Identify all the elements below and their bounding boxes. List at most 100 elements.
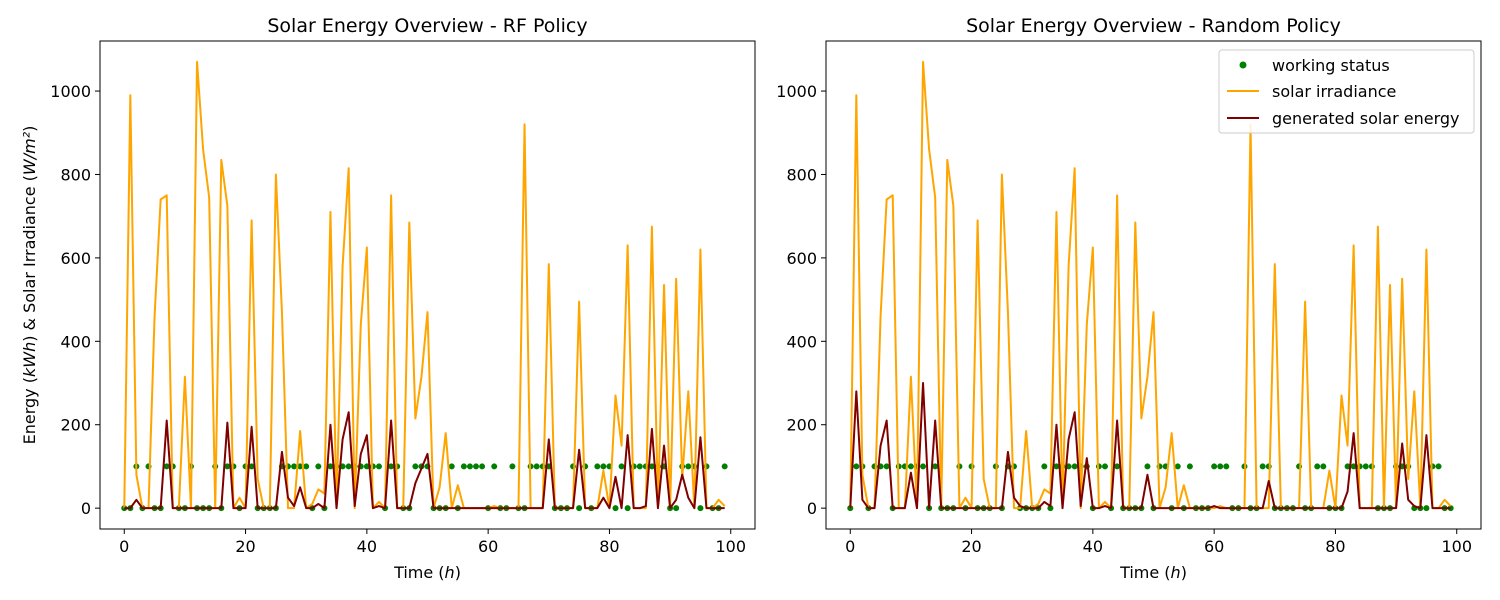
y-tick-label: 800 [60, 165, 91, 184]
status-point [853, 463, 860, 470]
solar-irradiance-line [123, 60, 726, 510]
x-axis-label: Time (h) [393, 563, 461, 582]
legend-label: solar irradiance [1272, 82, 1396, 101]
y-tick-label: 200 [60, 416, 91, 435]
axes-frame [99, 40, 756, 530]
status-point [1101, 463, 1108, 470]
chart-title: Solar Energy Overview - RF Policy [267, 15, 587, 37]
status-point [460, 463, 467, 470]
status-point [509, 463, 516, 470]
status-point [297, 463, 304, 470]
status-point [648, 463, 655, 470]
x-tick-label: 100 [1441, 537, 1472, 556]
status-point [412, 463, 419, 470]
x-tick-label: 0 [845, 537, 855, 556]
status-point [1186, 463, 1193, 470]
status-point [1435, 463, 1442, 470]
status-point [618, 463, 625, 470]
x-tick-label: 60 [478, 537, 498, 556]
status-point [388, 463, 395, 470]
status-point [1211, 463, 1218, 470]
y-tick-label: 200 [786, 416, 817, 435]
status-point [932, 463, 939, 470]
data-area [847, 60, 1454, 512]
x-axis-label: Time (h) [1119, 563, 1187, 582]
status-point [1423, 505, 1430, 512]
x-tick-label: 80 [1325, 537, 1345, 556]
data-area [121, 60, 728, 512]
y-tick-label: 600 [786, 249, 817, 268]
status-point [1217, 463, 1224, 470]
status-point [248, 463, 255, 470]
status-point [920, 463, 927, 470]
y-tick-label: 1000 [50, 82, 91, 101]
status-point [721, 463, 728, 470]
status-point [1071, 463, 1078, 470]
x-tick-label: 60 [1204, 537, 1224, 556]
y-tick-label: 600 [60, 249, 91, 268]
status-point [576, 505, 583, 512]
x-tick-label: 40 [1083, 537, 1103, 556]
status-point [1362, 463, 1369, 470]
status-point [473, 463, 480, 470]
generated-solar-energy-line [124, 411, 725, 510]
legend-status-marker [1239, 61, 1247, 69]
y-axis-label: Energy (kWh) & Solar Irradiance (W/m²) [20, 126, 39, 445]
status-point [491, 463, 498, 470]
x-tick-label: 40 [357, 537, 377, 556]
status-point [479, 463, 486, 470]
status-point [697, 505, 704, 512]
status-point [163, 463, 170, 470]
y-tick-label: 400 [60, 332, 91, 351]
status-point [612, 505, 619, 512]
x-tick-label: 100 [715, 537, 746, 556]
status-point [673, 505, 680, 512]
status-point [533, 463, 540, 470]
status-point [624, 505, 631, 512]
y-tick-label: 0 [81, 499, 91, 518]
status-point [291, 463, 298, 470]
status-point [594, 463, 601, 470]
status-point [685, 463, 692, 470]
y-tick-label: 0 [807, 499, 817, 518]
status-point [1259, 463, 1266, 470]
status-point [1320, 463, 1327, 470]
x-tick-label: 0 [119, 537, 129, 556]
x-tick-label: 20 [961, 537, 981, 556]
status-point [303, 463, 310, 470]
status-point [1223, 463, 1230, 470]
status-point [1174, 463, 1181, 470]
status-point [327, 463, 334, 470]
legend: working status solar irradiance generated … [1218, 49, 1475, 134]
status-point [1047, 505, 1054, 512]
status-point [375, 463, 382, 470]
y-tick-label: 1000 [776, 82, 817, 101]
status-point [636, 463, 643, 470]
status-point [1350, 463, 1357, 470]
status-point [1053, 463, 1060, 470]
status-point [1114, 463, 1121, 470]
status-point [1041, 463, 1048, 470]
x-tick-label: 20 [235, 537, 255, 556]
legend-label: generated solar energy [1272, 109, 1460, 128]
legend-label: working status [1272, 56, 1390, 75]
generated-solar-energy-line [849, 382, 1451, 510]
legend-box [1218, 49, 1475, 134]
axes-frame [825, 40, 1482, 530]
status-point [1144, 463, 1151, 470]
y-tick-label: 400 [786, 332, 817, 351]
chart-title: Solar Energy Overview - Random Policy [966, 15, 1341, 37]
status-point [224, 463, 231, 470]
status-point [345, 463, 352, 470]
status-point [883, 463, 890, 470]
status-point [907, 463, 914, 470]
status-point [1314, 463, 1321, 470]
y-tick-label: 800 [786, 165, 817, 184]
status-point [448, 463, 455, 470]
solar-irradiance-line [849, 60, 1452, 510]
status-point [600, 463, 607, 470]
status-point [315, 463, 322, 470]
